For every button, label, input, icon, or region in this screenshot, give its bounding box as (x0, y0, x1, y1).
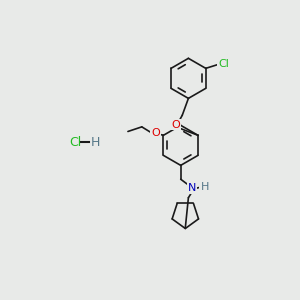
Text: H: H (200, 182, 209, 192)
Text: N: N (188, 184, 196, 194)
Text: O: O (172, 119, 181, 130)
Text: Cl: Cl (218, 59, 229, 70)
Text: O: O (151, 128, 160, 138)
Text: Cl: Cl (69, 136, 81, 149)
Text: H: H (91, 136, 100, 149)
